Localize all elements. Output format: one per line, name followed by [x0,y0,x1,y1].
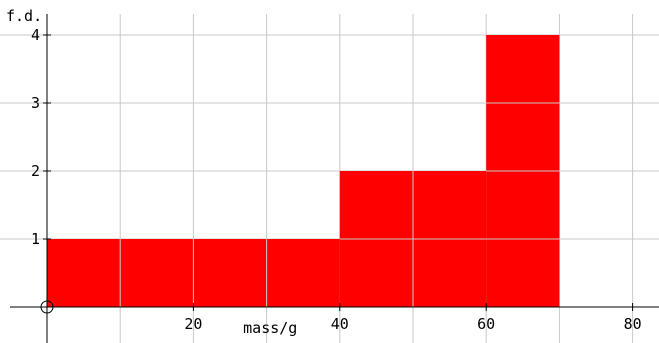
y-tick-label: 2 [31,162,40,180]
x-tick-label: 60 [477,315,495,333]
origin-marker [40,300,54,314]
x-axis-label: mass/g [243,319,297,337]
ticks: 20 40 60 80 1 2 3 4 [31,26,642,333]
x-tick-label: 80 [624,315,642,333]
y-axis-label: f.d. [6,7,42,25]
x-tick-label: 40 [331,315,349,333]
bars [47,35,560,307]
y-tick-label: 1 [31,230,40,248]
axes [10,14,659,343]
y-tick-label: 4 [31,26,40,44]
y-tick-label: 3 [31,94,40,112]
x-tick-label: 20 [184,315,202,333]
